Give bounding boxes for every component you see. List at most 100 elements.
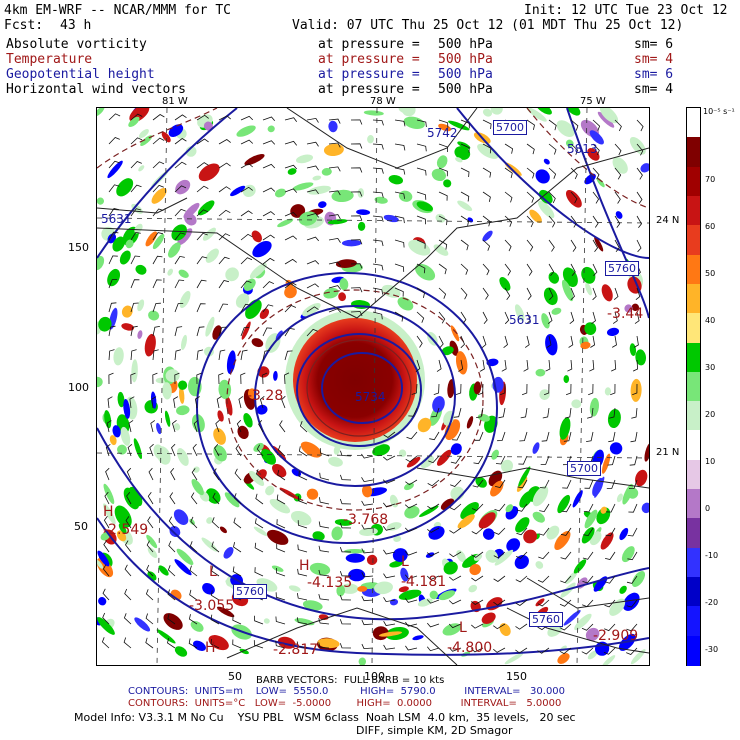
wind-barb xyxy=(216,396,222,409)
wind-barb xyxy=(498,407,506,419)
wind-barb xyxy=(548,119,557,131)
wind-barb xyxy=(504,215,513,227)
vorticity-blob xyxy=(261,449,276,465)
wind-barb xyxy=(460,263,469,275)
wind-barb xyxy=(218,349,226,361)
wind-barb xyxy=(582,575,594,584)
vorticity-blob xyxy=(363,110,384,116)
colorbar-label: 40 xyxy=(705,316,716,325)
vorticity-blob xyxy=(392,548,408,563)
wind-barb xyxy=(319,448,330,457)
wind-barb xyxy=(101,637,110,649)
wind-barb xyxy=(504,263,511,276)
map-graphics xyxy=(97,108,649,665)
wind-barb xyxy=(318,618,330,625)
wind-barb xyxy=(537,599,550,607)
wind-barb xyxy=(453,407,462,418)
vorticity-blob xyxy=(249,470,265,486)
vorticity-blob xyxy=(635,469,648,487)
wind-barb xyxy=(635,287,641,301)
wind-barb xyxy=(372,239,384,247)
wind-barb xyxy=(495,479,506,488)
wind-barb xyxy=(350,167,363,173)
wind-barb xyxy=(152,302,161,313)
wind-barb xyxy=(450,455,462,464)
wind-barb xyxy=(279,420,286,433)
colorbar-segment xyxy=(687,166,700,197)
wind-barb xyxy=(106,420,112,433)
vorticity-blob xyxy=(241,321,251,340)
wind-barb xyxy=(541,431,550,442)
wind-barb xyxy=(582,551,594,560)
wind-barb xyxy=(339,570,352,577)
vorticity-blob xyxy=(242,184,256,198)
wind-barb xyxy=(196,162,209,169)
wind-barb xyxy=(614,167,622,180)
colorbar-label: -20 xyxy=(705,598,719,607)
barb-legend: BARB VECTORS: FULL BARB = 10 kts xyxy=(256,675,445,686)
colorbar-segment xyxy=(687,606,700,637)
vorticity-blob xyxy=(400,567,409,582)
vorticity-blob xyxy=(635,349,647,366)
wind-barb xyxy=(284,188,298,193)
field-level-geopotential: 500 hPa xyxy=(438,67,493,82)
wind-barb xyxy=(591,311,596,325)
wind-barb xyxy=(438,335,444,348)
wind-barb xyxy=(276,567,286,577)
vorticity-blob xyxy=(279,487,300,500)
wind-barb xyxy=(107,396,113,409)
graticule xyxy=(97,108,649,665)
wind-barb xyxy=(350,215,363,221)
wind-barb xyxy=(590,335,596,348)
wind-barb xyxy=(361,500,374,506)
vorticity-blob xyxy=(185,146,197,157)
vorticity-blob xyxy=(137,299,145,312)
vorticity-blob xyxy=(601,284,613,302)
wind-barb xyxy=(361,548,374,554)
wind-barb xyxy=(636,239,642,253)
wind-barb xyxy=(452,431,462,441)
wind-barb xyxy=(170,468,176,481)
vorticity-blob xyxy=(167,242,181,258)
vorticity-blob xyxy=(224,492,240,508)
wind-barb xyxy=(196,279,207,289)
wind-barb xyxy=(538,551,550,560)
wind-barb xyxy=(350,311,363,317)
vorticity-blob xyxy=(563,610,581,626)
vorticity-blob xyxy=(237,425,249,439)
vorticity-blob xyxy=(629,343,637,356)
vorticity-blob xyxy=(180,334,188,350)
vorticity-blob xyxy=(454,146,471,160)
wind-barb xyxy=(493,623,506,630)
wind-barb xyxy=(460,215,470,226)
wind-barb xyxy=(482,215,491,227)
vorticity-blob xyxy=(151,188,167,204)
low-marker-1: L xyxy=(209,564,217,580)
vorticity-blob xyxy=(374,196,388,204)
wind-barb xyxy=(504,143,514,154)
wind-barb xyxy=(108,208,119,217)
wind-barb xyxy=(383,431,396,438)
wind-barb xyxy=(526,191,535,203)
wind-barb xyxy=(214,444,220,457)
vorticity-blob xyxy=(490,480,504,497)
wind-barb xyxy=(614,119,622,132)
wind-barb xyxy=(607,455,616,466)
vorticity-blob xyxy=(615,211,623,219)
wind-barb xyxy=(145,613,154,625)
height-contours xyxy=(97,108,649,656)
wind-barb xyxy=(458,359,464,372)
colorbar-segment xyxy=(687,195,700,227)
wind-barb xyxy=(515,575,528,583)
vorticity-blob xyxy=(565,189,582,208)
vorticity-blob xyxy=(505,504,514,513)
wind-barb xyxy=(196,326,205,337)
height-box-4: 5760 xyxy=(233,584,267,599)
wind-barb xyxy=(361,524,374,530)
wind-barb xyxy=(521,383,528,396)
wind-barb xyxy=(218,115,231,121)
vorticity-blob xyxy=(630,649,646,665)
vorticity-blob xyxy=(403,116,425,129)
wind-barb xyxy=(297,544,308,553)
vorticity-blob xyxy=(300,441,322,458)
